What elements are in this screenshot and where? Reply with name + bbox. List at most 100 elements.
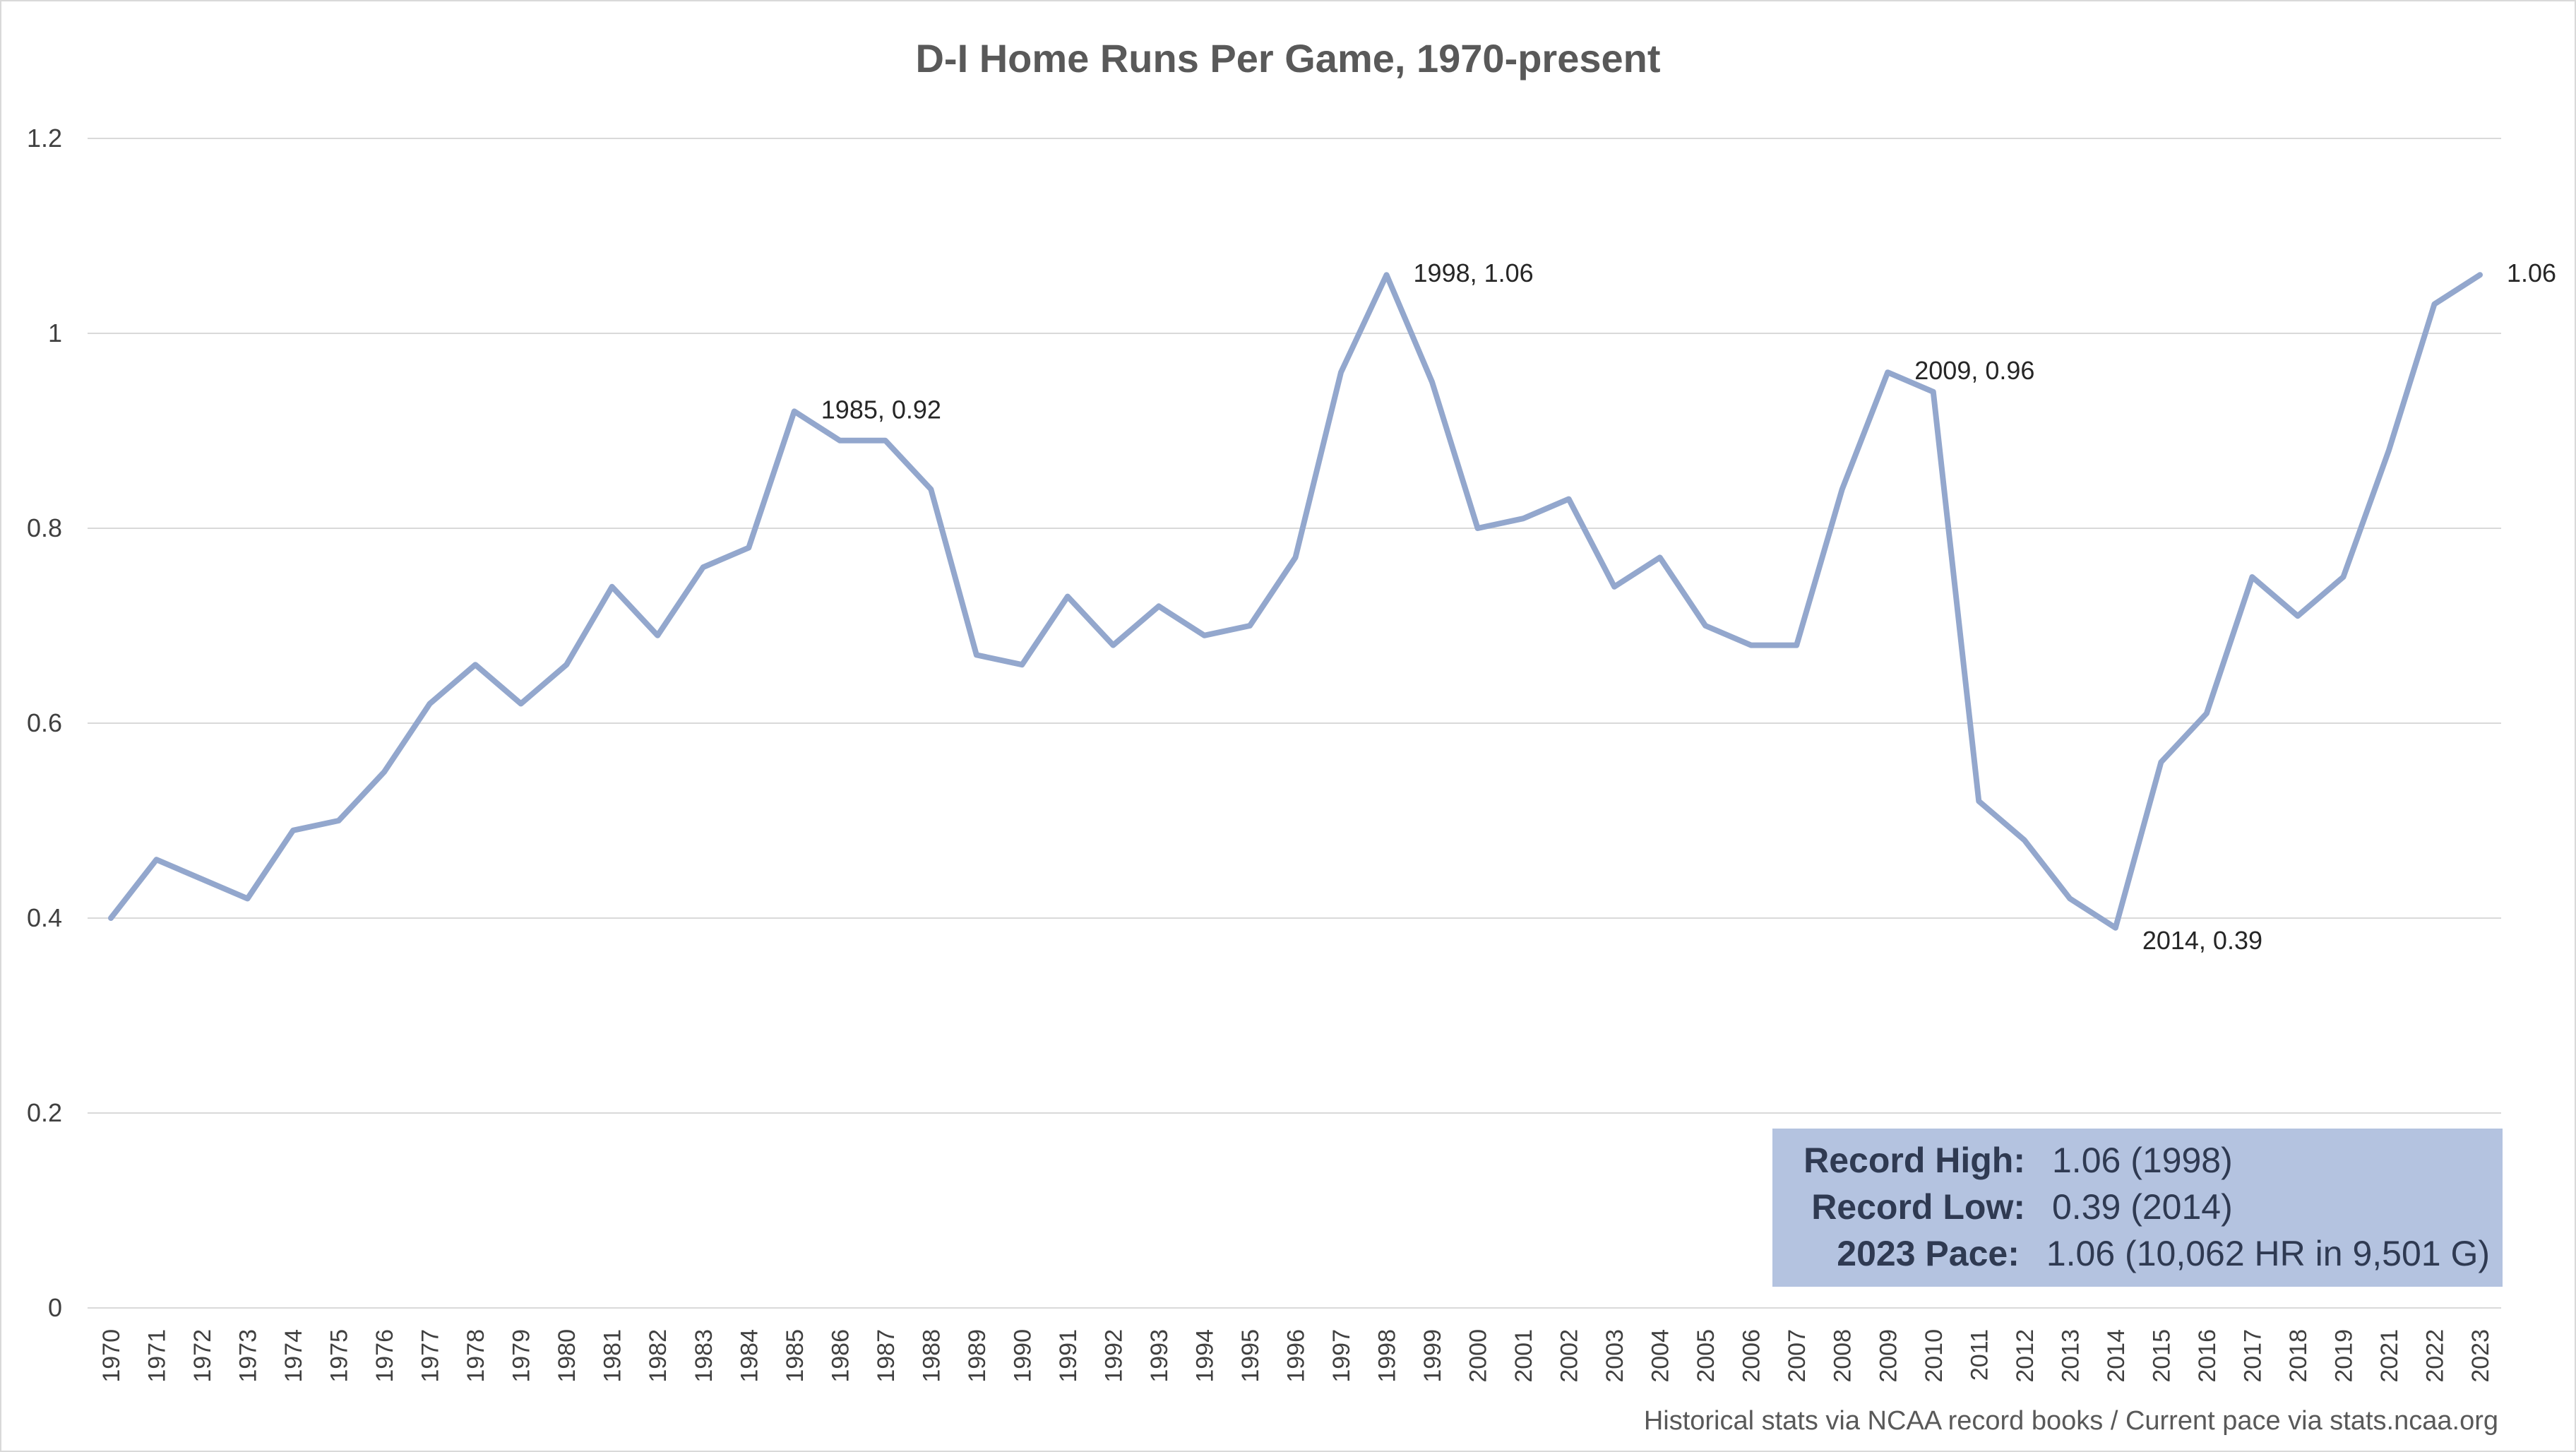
x-tick-label: 2000 [1465,1329,1492,1383]
data-point [1748,642,1755,649]
stat-value-low: 0.39 (2014) [2052,1187,2233,1227]
data-point [609,583,616,590]
x-tick-label: 1996 [1283,1329,1310,1383]
data-point [1611,583,1618,590]
data-point [2476,271,2483,278]
data-point [2203,710,2210,717]
data-label: 1998, 1.06 [1414,258,1534,287]
data-point [2157,758,2164,766]
data-label: 1985, 0.92 [821,395,941,424]
y-tick-label: 0.2 [27,1098,62,1127]
x-tick-label: 1999 [1419,1329,1446,1383]
stats-box: Record High: 1.06 (1998) Record Low: 0.3… [1772,1129,2503,1287]
data-point [1292,554,1299,561]
x-tick-label: 2019 [2330,1329,2357,1383]
data-point [427,700,434,707]
data-point [472,661,479,668]
data-point [1064,593,1071,600]
data-point [1200,632,1208,639]
data-point [1793,642,1800,649]
data-point [654,632,661,639]
x-tick-label: 1977 [417,1329,444,1383]
data-point [1383,271,1390,278]
stat-row-high: Record High: 1.06 (1998) [1785,1137,2490,1184]
data-label: 2014, 0.39 [2142,926,2262,955]
gridlines [88,138,2501,1309]
data-point [244,895,251,902]
x-tick-label: 2007 [1784,1329,1811,1383]
x-tick-label: 1984 [736,1329,763,1383]
x-tick-label: 1992 [1100,1329,1127,1383]
x-tick-label: 2004 [1647,1329,1674,1383]
x-tick-label: 2015 [2148,1329,2175,1383]
x-tick-label: 1976 [371,1329,398,1383]
stat-row-low: Record Low: 0.39 (2014) [1785,1184,2490,1230]
stat-value-high: 1.06 (1998) [2052,1141,2233,1180]
x-tick-label: 2011 [1966,1329,1993,1381]
data-point [563,661,570,668]
stat-label-pace: 2023 Pace: [1837,1234,2020,1273]
x-tick-label: 2016 [2194,1329,2221,1383]
x-tick-label: 1971 [144,1329,171,1383]
data-point [1474,525,1481,532]
x-tick-label: 1975 [326,1329,353,1383]
data-point [700,564,707,571]
x-tick-label: 1973 [235,1329,262,1383]
x-tick-label: 1986 [827,1329,854,1383]
data-label: 2009, 0.96 [1914,356,2034,385]
y-tick-label: 1 [48,319,62,347]
x-tick-label: 1985 [782,1329,809,1383]
data-point [335,817,342,824]
data-point [1839,486,1846,493]
data-point [791,407,798,415]
data-point [1018,661,1025,668]
x-tick-label: 2017 [2239,1329,2266,1383]
data-point [2112,924,2119,932]
x-tick-label: 2002 [1556,1329,1583,1383]
data-point [2066,895,2073,902]
source-note: Historical stats via NCAA record books /… [1644,1406,2498,1436]
x-tick-label: 2001 [1510,1329,1537,1383]
stat-label-low: Record Low: [1811,1187,2025,1227]
x-tick-label: 1995 [1237,1329,1264,1383]
x-tick-label: 2014 [2103,1329,2130,1383]
x-tick-label: 1993 [1146,1329,1173,1383]
series-line-0 [108,272,2483,931]
x-tick-label: 1987 [873,1329,900,1383]
stat-label-high: Record High: [1803,1141,2025,1180]
series-layer [108,271,2483,932]
data-point [836,437,843,444]
x-tick-label: 1997 [1328,1329,1355,1383]
data-point [1337,369,1344,376]
y-tick-label: 0.8 [27,513,62,542]
y-tick-label: 0 [48,1293,62,1322]
x-tick-label: 2003 [1602,1329,1628,1383]
x-tick-label: 1972 [189,1329,216,1383]
data-point [1520,515,1527,522]
x-tick-label: 1988 [918,1329,945,1383]
stat-row-pace: 2023 Pace: 1.06 (10,062 HR in 9,501 G) [1785,1230,2490,1277]
data-point [1975,797,1982,804]
data-point [745,544,752,552]
data-point [2021,837,2028,844]
data-point [1429,379,1436,386]
data-point [882,437,889,444]
data-point [927,486,934,493]
data-point [2385,447,2392,454]
data-point [1566,496,1573,503]
data-point [1657,554,1664,561]
x-tick-label: 1983 [691,1329,717,1383]
x-tick-label: 1994 [1191,1329,1218,1383]
x-tick-label: 2010 [1921,1329,1948,1383]
x-tick-label: 2008 [1830,1329,1856,1383]
x-tick-label: 2022 [2421,1329,2448,1383]
x-tick-label: 1978 [463,1329,489,1383]
data-point [1246,622,1253,629]
y-axis-ticks: 0 0.2 0.4 0.6 0.8 1 1.2 [27,124,62,1322]
x-tick-label: 1998 [1374,1329,1401,1383]
x-tick-label: 2009 [1875,1329,1902,1383]
annotations: 1985, 0.92 1998, 1.06 2009, 0.96 2014, 0.39… [821,258,2556,955]
x-tick-label: 2021 [2376,1329,2403,1383]
